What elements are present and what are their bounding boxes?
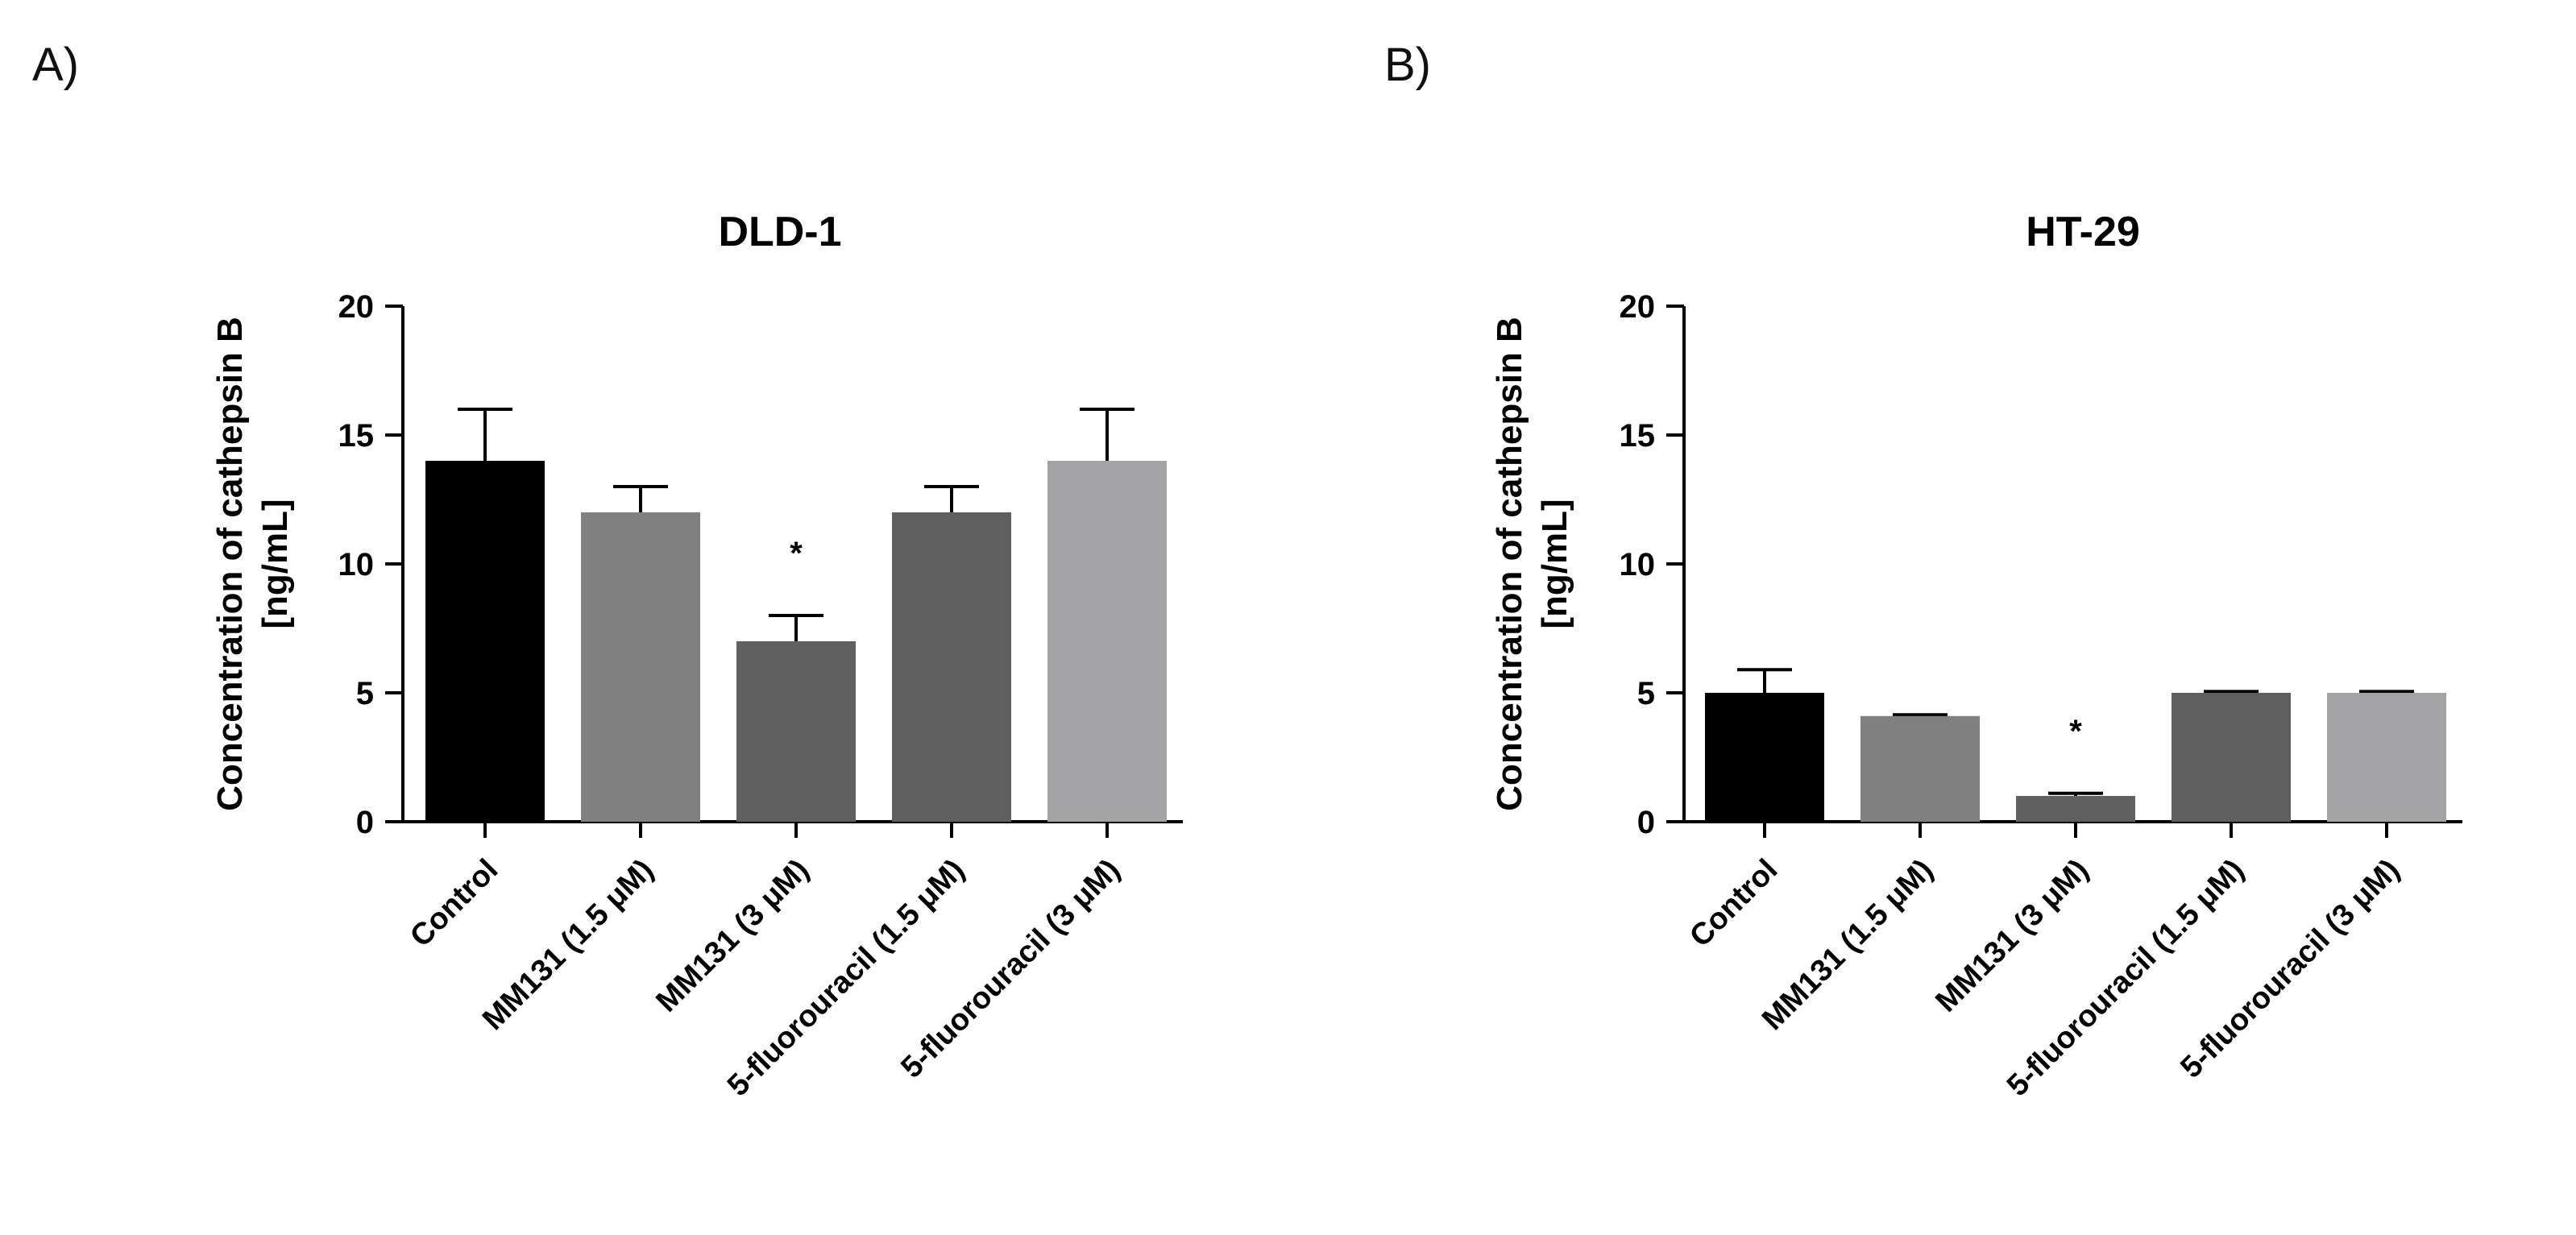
bar — [2172, 693, 2291, 822]
bar — [1047, 461, 1167, 822]
y-axis-title-line: Concentration of cathepsin B — [1490, 317, 1529, 811]
bar — [892, 512, 1011, 822]
y-axis-title-line: [ng/mL] — [255, 499, 295, 628]
bar — [2016, 796, 2135, 822]
chart-panel-b: B) HT-29 Concentration of cathepsin B [ng/m… — [1384, 39, 2462, 1103]
bar — [736, 641, 856, 822]
y-axis-title: Concentration of cathepsin B [ng/mL] — [210, 317, 295, 811]
y-axis-title: Concentration of cathepsin B [ng/mL] — [1490, 317, 1574, 811]
y-tick-label: 20 — [1620, 289, 1656, 325]
y-tick-label: 10 — [338, 547, 375, 582]
x-category-label: MM131 (1.5 μM) — [1756, 853, 1939, 1037]
bar — [2327, 693, 2446, 822]
y-tick-label: 15 — [1620, 418, 1656, 454]
y-tick-label: 20 — [338, 289, 375, 325]
significance-marker: * — [790, 536, 803, 571]
chart-panel-a: A) DLD-1 Concentration of cathepsin B [ng/m… — [32, 39, 1183, 1103]
bar — [1860, 715, 1980, 822]
x-category-label: MM131 (1.5 μM) — [476, 853, 660, 1037]
y-axis-title-line: Concentration of cathepsin B — [210, 317, 250, 811]
bar — [581, 512, 700, 822]
y-tick-label: 5 — [356, 676, 374, 711]
bar — [425, 461, 545, 822]
x-category-label: MM131 (3 μM) — [1929, 853, 2095, 1019]
y-tick-label: 5 — [1637, 676, 1655, 711]
bar — [1705, 693, 1824, 822]
y-tick-label: 15 — [338, 418, 375, 454]
chart-title: HT-29 — [2026, 209, 2140, 255]
significance-marker: * — [2069, 714, 2082, 749]
x-category-label: Control — [1683, 853, 1784, 954]
y-tick-label: 0 — [1637, 805, 1655, 840]
x-category-label: MM131 (3 μM) — [649, 853, 815, 1019]
chart-title: DLD-1 — [718, 209, 841, 255]
panel-label: B) — [1384, 39, 1431, 91]
panel-label: A) — [32, 39, 79, 91]
y-axis-title-line: [ng/mL] — [1535, 499, 1574, 628]
y-tick-label: 10 — [1620, 547, 1656, 582]
y-tick-label: 0 — [356, 805, 374, 840]
x-category-label: Control — [404, 853, 504, 954]
